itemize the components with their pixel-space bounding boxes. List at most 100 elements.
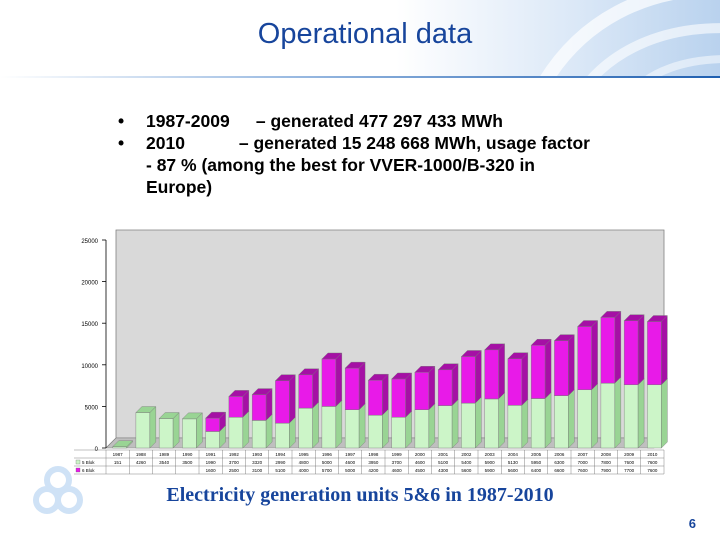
bar-unit6: [414, 365, 436, 411]
bar-unit5: [646, 378, 668, 449]
bar-unit6-top: [205, 411, 227, 419]
bar-unit6-side: [544, 338, 552, 399]
bar-unit5-front: [577, 389, 592, 449]
bar-unit6-side: [428, 365, 436, 411]
table-value: 5100: [275, 468, 286, 473]
table-value: 5950: [531, 460, 542, 465]
table-value: 5000: [322, 460, 333, 465]
legend-label: 5 Blok: [82, 460, 95, 465]
table-value: 151: [114, 460, 122, 465]
bar-unit6: [577, 320, 599, 391]
bar-unit5-front: [182, 418, 197, 449]
legend-swatch: [75, 467, 81, 473]
bar-unit5: [507, 398, 529, 449]
bar-unit5-front: [298, 407, 313, 449]
table-value: 3500: [182, 460, 193, 465]
bar-unit5-side: [614, 376, 622, 449]
bar-unit6: [600, 310, 622, 384]
company-logo-icon: [33, 466, 83, 514]
legend-swatch: [75, 459, 81, 465]
bar-unit6: [228, 389, 250, 418]
table-value: 3540: [159, 460, 170, 465]
bar-unit5: [577, 383, 599, 449]
bar-unit5-front: [530, 398, 546, 449]
chart-caption: Electricity generation units 5&6 in 1987…: [166, 484, 554, 506]
bar-unit6: [437, 363, 459, 407]
bar-unit5-front: [623, 384, 639, 449]
bar-unit6-side: [358, 361, 366, 411]
bar-unit6-front: [251, 394, 267, 421]
bar-unit6-top: [414, 366, 436, 373]
bar-unit6: [205, 411, 227, 432]
bar-unit5-side: [405, 410, 412, 449]
table-value: 6600: [554, 468, 565, 473]
bar-unit5-top: [112, 440, 134, 447]
bar-unit5-front: [275, 422, 290, 449]
bar-unit6-front: [391, 378, 406, 418]
bar-unit5: [414, 403, 436, 449]
bar-unit5-front: [600, 382, 616, 449]
table-value: 5100: [438, 460, 449, 465]
header-band: Operational data: [0, 0, 720, 78]
bar-unit5-top: [181, 412, 203, 420]
bar-unit6-side: [335, 352, 343, 407]
bar-unit6-top: [367, 373, 389, 381]
bar-unit6-side: [289, 374, 296, 424]
table-value: 5700: [322, 468, 333, 473]
table-value: 6300: [554, 460, 565, 465]
bar-unit5-side: [428, 403, 436, 449]
bar-unit5-side: [498, 392, 505, 449]
bar-unit6-side: [637, 314, 645, 386]
bar-unit5-side: [382, 408, 389, 449]
x-tick-label: 1989: [159, 452, 170, 457]
table-value: 6400: [531, 468, 542, 473]
x-tick-label: 2002: [461, 452, 472, 457]
bar-unit6: [367, 373, 389, 416]
table-value: 3100: [252, 468, 263, 473]
bar-unit6-front: [321, 358, 337, 407]
bar-unit5: [321, 399, 343, 449]
bar-unit6-front: [205, 417, 220, 432]
bar-unit5-front: [484, 398, 499, 449]
bar-unit6-top: [507, 352, 529, 359]
bar-unit5-top: [158, 412, 180, 419]
bar-unit6-front: [437, 369, 453, 406]
bar-unit6-side: [451, 363, 459, 407]
bar-unit6-side: [498, 343, 505, 400]
bullet-text: – generated 477 297 433 MWh: [255, 111, 503, 131]
bar-unit5-side: [637, 378, 645, 449]
table-value: 4200: [368, 468, 379, 473]
x-tick-label: 1992: [229, 452, 240, 457]
bar-unit6-front: [461, 356, 476, 404]
bar-unit6-top: [600, 311, 622, 318]
bar-unit5-front: [228, 417, 244, 449]
bar-unit6-front: [600, 317, 616, 384]
bar-unit5-side: [312, 401, 319, 449]
page-number: 6: [688, 516, 696, 531]
table-value: 4500: [415, 468, 426, 473]
bullet-text: – generated 15 248 668 MWh, usage factor: [238, 133, 590, 153]
bar-unit6-front: [368, 379, 383, 416]
bar-unit5-front: [368, 414, 383, 449]
bullet-year: 2010: [146, 133, 185, 153]
table-value: 7600: [647, 468, 658, 473]
x-tick-label: 1998: [368, 452, 379, 457]
table-value: 5400: [461, 460, 472, 465]
bar-unit5-side: [475, 396, 482, 449]
table-value: 4800: [299, 460, 310, 465]
bar-unit6-side: [475, 349, 482, 404]
bar-unit5: [158, 412, 180, 449]
bar-unit6-top: [251, 388, 273, 395]
bar-unit5: [344, 403, 366, 449]
x-tick-label: 2006: [554, 452, 565, 457]
bar-unit6-front: [530, 345, 546, 399]
bar-unit6-side: [312, 368, 319, 409]
bar-unit6-front: [507, 358, 523, 406]
bar-unit5: [460, 396, 482, 449]
table-value: 5000: [345, 468, 356, 473]
table-value: 2990: [275, 460, 286, 465]
bar-unit6-top: [577, 320, 599, 327]
bar-unit5-side: [242, 410, 250, 449]
bar-unit6-top: [484, 343, 506, 351]
table-value: 3950: [368, 460, 379, 465]
